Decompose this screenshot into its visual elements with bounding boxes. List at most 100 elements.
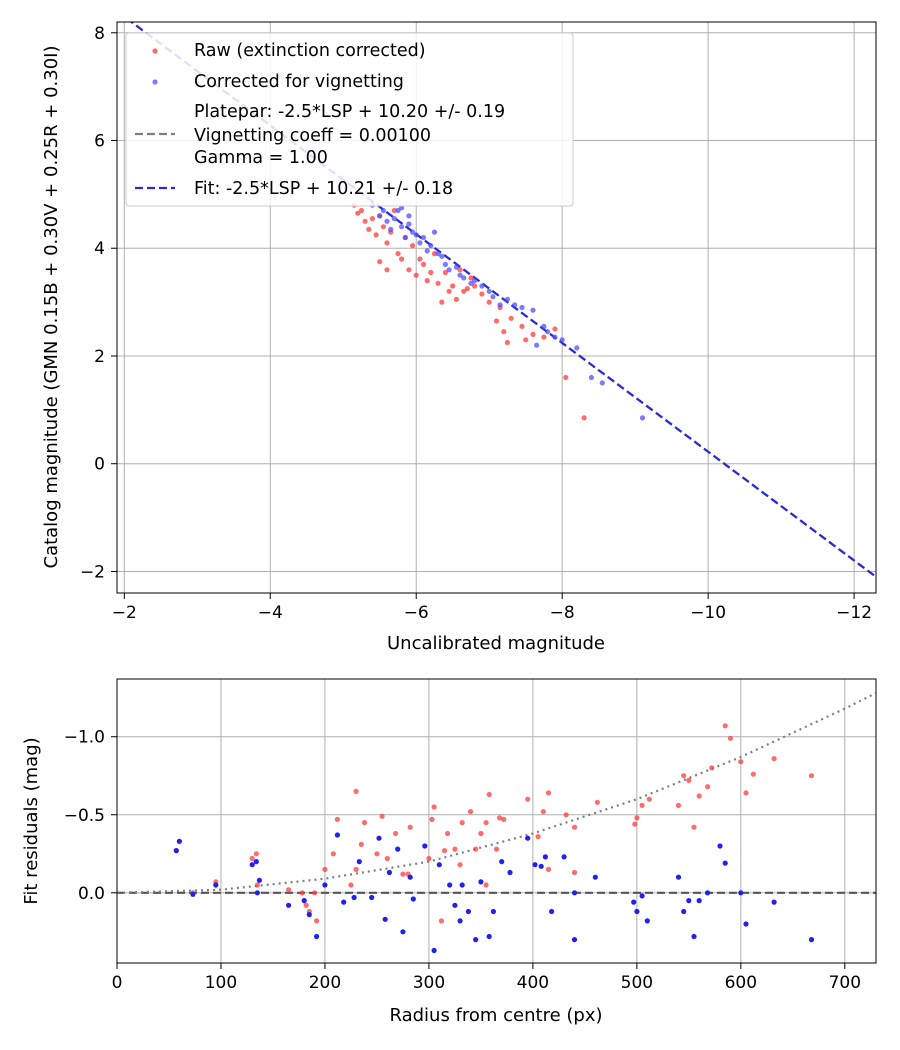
data-point-raw bbox=[563, 374, 569, 381]
data-point-raw bbox=[348, 882, 354, 888]
data-point-raw bbox=[552, 326, 558, 332]
data-point-raw bbox=[727, 735, 734, 741]
data-point-raw bbox=[632, 821, 638, 827]
data-point-raw bbox=[384, 855, 390, 862]
data-point-corrected bbox=[743, 921, 749, 927]
bottom-plot-x-ticks: 0 100 200 300 400 500 600 700 bbox=[112, 963, 861, 993]
data-point-corrected bbox=[639, 415, 646, 421]
data-point-corrected bbox=[486, 933, 492, 940]
data-point-corrected bbox=[722, 860, 728, 866]
data-point-raw bbox=[501, 329, 507, 335]
data-point-raw bbox=[681, 773, 687, 779]
legend-label: Corrected for vignetting bbox=[194, 72, 404, 92]
legend-marker bbox=[152, 79, 158, 85]
data-point-corrected bbox=[410, 229, 416, 235]
data-point-raw bbox=[686, 777, 692, 784]
data-point-raw bbox=[493, 318, 500, 324]
data-point-corrected bbox=[254, 890, 260, 896]
data-point-raw bbox=[525, 796, 531, 802]
data-point-corrected bbox=[459, 882, 465, 888]
data-point-raw bbox=[358, 207, 365, 214]
data-point-corrected bbox=[457, 272, 463, 278]
data-point-raw bbox=[450, 283, 456, 289]
data-point-corrected bbox=[406, 221, 412, 227]
data-point-corrected bbox=[395, 207, 401, 214]
x-tick-label: 600 bbox=[725, 973, 757, 993]
data-point-corrected bbox=[542, 854, 549, 860]
legend-box bbox=[125, 32, 574, 207]
x-tick-label: 300 bbox=[413, 973, 445, 993]
data-point-corrected bbox=[461, 275, 467, 281]
data-point-raw bbox=[545, 866, 552, 873]
data-point-corrected bbox=[249, 862, 255, 868]
x-tick-label: −8 bbox=[550, 603, 575, 623]
data-point-corrected bbox=[457, 918, 463, 924]
data-point-raw bbox=[384, 267, 390, 273]
top-plot-points bbox=[351, 202, 646, 421]
data-point-corrected bbox=[436, 862, 442, 868]
data-point-corrected bbox=[738, 890, 744, 896]
data-point-raw bbox=[438, 918, 444, 924]
x-tick-label: −6 bbox=[404, 603, 429, 623]
data-point-corrected bbox=[301, 898, 307, 904]
data-point-raw bbox=[358, 841, 364, 848]
data-point-corrected bbox=[549, 908, 555, 915]
legend-marker bbox=[152, 48, 158, 54]
data-point-raw bbox=[426, 855, 432, 862]
data-point-corrected bbox=[380, 207, 386, 214]
data-point-corrected bbox=[391, 216, 397, 222]
data-point-raw bbox=[634, 815, 640, 821]
data-point-raw bbox=[413, 272, 419, 278]
data-point-corrected bbox=[213, 882, 219, 888]
data-point-raw bbox=[581, 415, 587, 421]
data-point-raw bbox=[493, 846, 500, 852]
data-point-corrected bbox=[369, 894, 375, 901]
data-point-corrected bbox=[512, 302, 518, 308]
data-point-raw bbox=[417, 256, 423, 262]
y-tick-label: −2 bbox=[80, 562, 105, 582]
data-point-raw bbox=[286, 887, 292, 893]
data-point-raw bbox=[457, 862, 463, 868]
data-point-corrected bbox=[534, 342, 540, 348]
data-point-raw bbox=[808, 773, 815, 779]
data-point-raw bbox=[446, 288, 452, 294]
data-point-corrected bbox=[351, 894, 357, 901]
data-point-corrected bbox=[422, 843, 428, 849]
data-point-corrected bbox=[634, 908, 640, 915]
data-point-corrected bbox=[497, 302, 503, 308]
data-point-raw bbox=[722, 723, 728, 729]
data-point-corrected bbox=[705, 890, 711, 896]
data-point-corrected bbox=[435, 251, 441, 257]
legend-label: Raw (extinction corrected) bbox=[194, 41, 426, 61]
data-point-corrected bbox=[472, 278, 478, 284]
data-point-corrected bbox=[490, 294, 496, 300]
data-point-raw bbox=[395, 251, 401, 257]
data-point-corrected bbox=[428, 243, 434, 249]
data-point-corrected bbox=[417, 240, 423, 246]
data-point-raw bbox=[705, 784, 711, 790]
y-tick-label: 2 bbox=[94, 347, 105, 367]
data-point-corrected bbox=[675, 874, 682, 880]
data-point-raw bbox=[639, 802, 645, 809]
data-point-corrected bbox=[507, 869, 513, 876]
data-point-corrected bbox=[173, 848, 179, 854]
data-point-raw bbox=[535, 834, 541, 840]
data-point-corrected bbox=[545, 329, 551, 335]
line-vignetting-model bbox=[117, 692, 876, 894]
y-tick-label: −0.5 bbox=[64, 806, 105, 826]
x-tick-label: −2 bbox=[112, 603, 137, 623]
data-point-corrected bbox=[286, 902, 292, 908]
data-point-raw bbox=[299, 890, 305, 896]
data-point-raw bbox=[377, 259, 383, 265]
data-point-raw bbox=[369, 216, 375, 222]
top-plot: −2 −4 −6 −8 −10 −12 −2 0 2 4 6 8 Uncalibrated magn… bbox=[41, 21, 877, 654]
top-plot-frame bbox=[116, 21, 877, 594]
data-point-corrected bbox=[253, 859, 259, 865]
data-point-corrected bbox=[442, 261, 448, 267]
data-point-corrected bbox=[559, 337, 565, 343]
data-point-raw bbox=[441, 848, 448, 854]
data-point-raw bbox=[314, 918, 320, 924]
data-point-raw bbox=[738, 759, 744, 765]
data-point-corrected bbox=[431, 947, 437, 954]
data-point-raw bbox=[334, 816, 340, 823]
